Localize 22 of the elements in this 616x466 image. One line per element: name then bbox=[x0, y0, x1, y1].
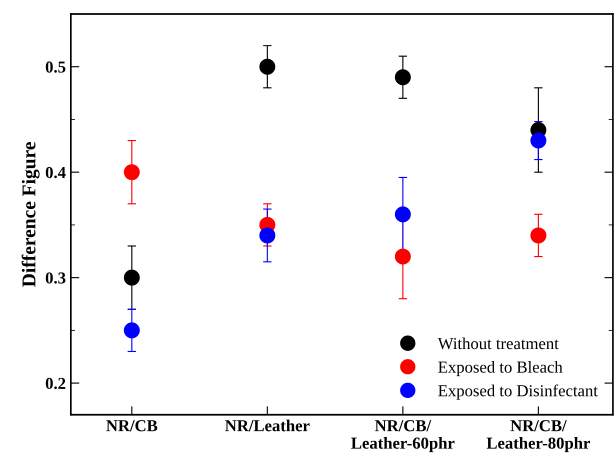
point bbox=[124, 322, 140, 338]
x-tick-label: NR/CB bbox=[106, 420, 158, 432]
y-axis-title: Difference Figure bbox=[22, 142, 40, 287]
legend-label: Exposed to Disinfectant bbox=[438, 384, 598, 400]
x-tick-label: NR/Leather bbox=[225, 420, 310, 432]
point bbox=[394, 248, 411, 265]
legend-label: Exposed to Bleach bbox=[438, 361, 563, 376]
legend-label: Without treatment bbox=[438, 337, 559, 350]
point bbox=[394, 69, 411, 86]
point bbox=[124, 164, 140, 180]
point bbox=[530, 132, 546, 149]
y-tick-label: 0.2 bbox=[46, 378, 66, 390]
y-tick-label: 0.3 bbox=[46, 272, 66, 284]
x-tick-label: NR/CB/ Leather-60phr bbox=[351, 420, 454, 452]
point bbox=[530, 227, 546, 244]
point bbox=[124, 270, 140, 286]
point bbox=[259, 58, 276, 75]
y-tick-label: 0.5 bbox=[46, 61, 66, 73]
x-tick-label: NR/CB/ Leather-80phr bbox=[486, 420, 590, 452]
point bbox=[394, 206, 411, 222]
point bbox=[259, 227, 276, 244]
y-tick-label: 0.4 bbox=[46, 166, 66, 178]
